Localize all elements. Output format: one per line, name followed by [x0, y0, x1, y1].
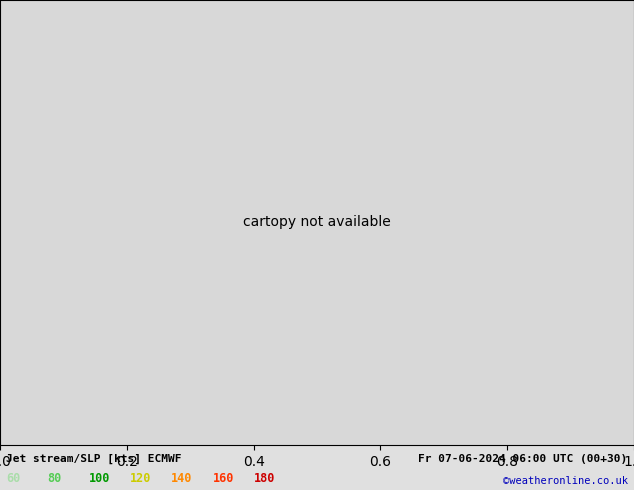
Text: Fr 07-06-2024 06:00 UTC (00+30): Fr 07-06-2024 06:00 UTC (00+30) — [418, 454, 628, 464]
Text: 100: 100 — [89, 471, 110, 485]
Text: 140: 140 — [171, 471, 193, 485]
Text: 80: 80 — [48, 471, 61, 485]
Text: Jet stream/SLP [kts] ECMWF: Jet stream/SLP [kts] ECMWF — [6, 454, 182, 464]
Text: 60: 60 — [6, 471, 20, 485]
Text: cartopy not available: cartopy not available — [243, 216, 391, 229]
Text: 120: 120 — [130, 471, 152, 485]
Text: ©weatheronline.co.uk: ©weatheronline.co.uk — [503, 476, 628, 487]
Text: 160: 160 — [212, 471, 234, 485]
Text: 180: 180 — [254, 471, 275, 485]
